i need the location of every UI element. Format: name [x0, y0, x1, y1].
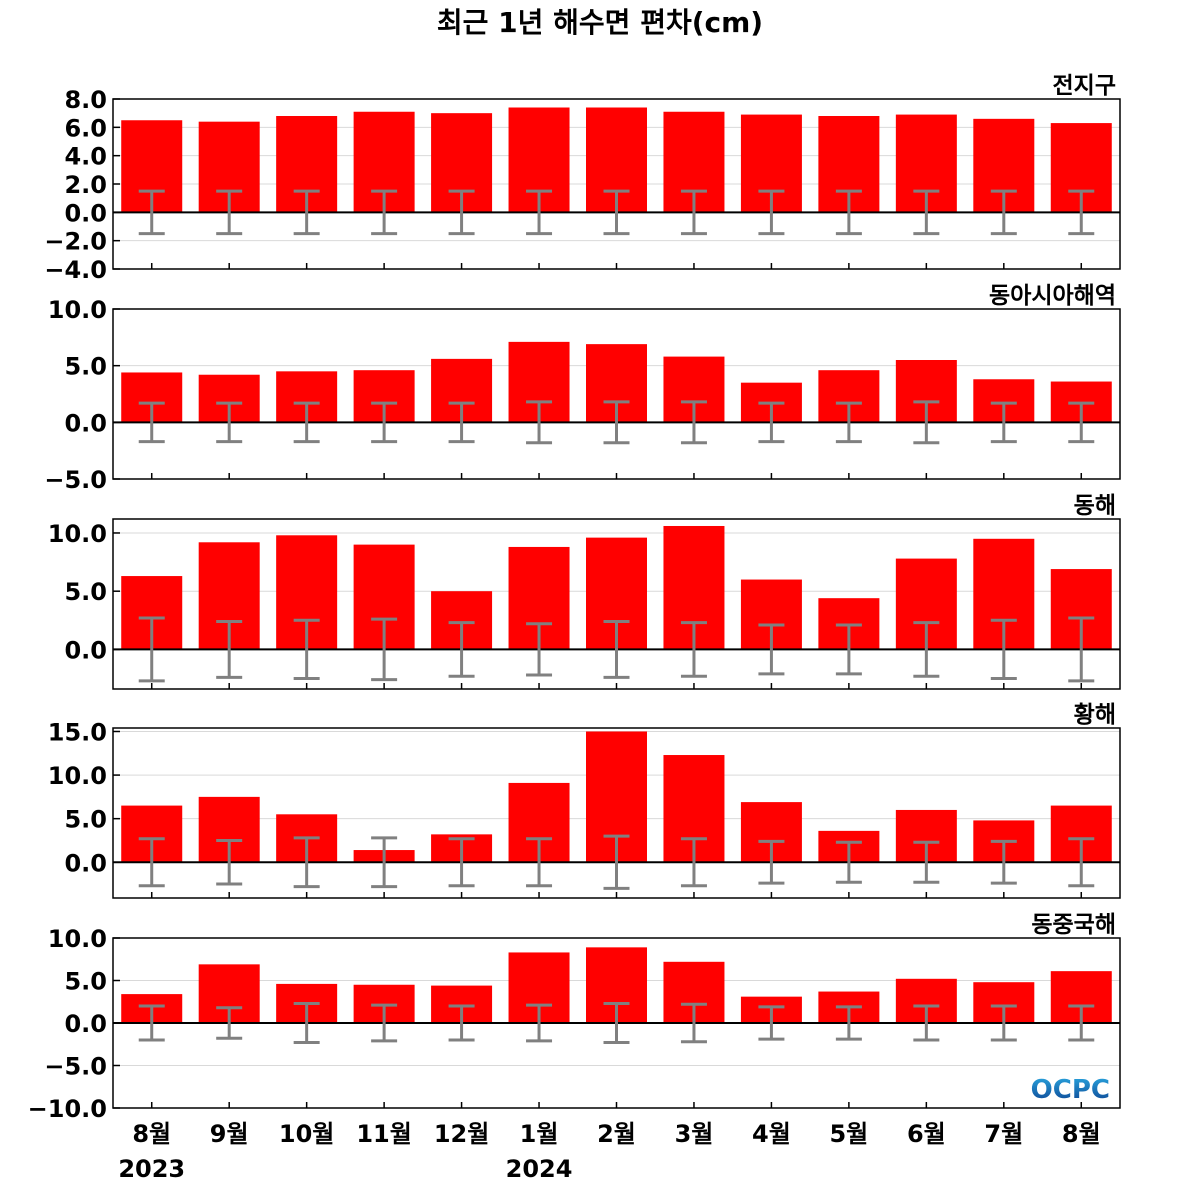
- year-label: 2023: [118, 1155, 185, 1183]
- y-tick-label: 0.0: [64, 1010, 107, 1038]
- x-tick-label: 7월: [984, 1120, 1023, 1148]
- chart-panels: −4.0−2.00.02.04.06.08.0 전지구−5.00.05.010.0…: [28, 73, 1121, 1123]
- year-label: 2024: [506, 1155, 573, 1183]
- logo-text: OCPC: [1031, 1075, 1110, 1105]
- y-tick-label: −5.0: [44, 466, 107, 494]
- panel-1: −4.0−2.00.02.04.06.08.0 전지구: [44, 73, 1121, 284]
- y-tick-label: 0.0: [64, 636, 107, 664]
- y-tick-label: 2.0: [64, 171, 107, 199]
- panel-title: 전지구: [1053, 73, 1116, 99]
- y-tick-label: 4.0: [64, 143, 107, 171]
- x-tick-label: 5월: [829, 1120, 868, 1148]
- panel-5: −10.0 −5.0 0.0 5.0 10.0 동중국해: [28, 912, 1121, 1123]
- figure-title: 최근 1년 해수면 편차(cm): [437, 6, 763, 39]
- panel-title: 동해: [1074, 493, 1116, 519]
- y-tick-label: 5.0: [64, 353, 107, 381]
- y-tick-label: 8.0: [64, 86, 107, 114]
- x-axis-labels: 8월 9월 10월 11월 12월 1월 2월 3월 4월 5월 6월 7월 8월 2023 2024: [118, 1120, 1100, 1183]
- y-tick-label: 5.0: [64, 806, 107, 834]
- y-tick-label: 0.0: [64, 849, 107, 877]
- panel-title: 동중국해: [1031, 912, 1116, 938]
- y-tick-label: −4.0: [44, 256, 107, 284]
- panel-3: 0.0 5.0 10.0 동해: [48, 493, 1121, 690]
- y-tick-label: 0.0: [64, 199, 107, 227]
- y-tick-label: 15.0: [48, 718, 107, 746]
- x-tick-label: 1월: [520, 1120, 559, 1148]
- x-tick-label: 8월: [1062, 1120, 1101, 1148]
- ocpc-logo: OCPC: [1031, 1075, 1110, 1105]
- y-tick-label: 5.0: [64, 968, 107, 996]
- y-tick-label: 6.0: [64, 114, 107, 142]
- y-tick-label: 0.0: [64, 409, 107, 437]
- x-tick-label: 11월: [356, 1120, 411, 1148]
- x-tick-label: 2월: [597, 1120, 636, 1148]
- x-tick-label: 9월: [210, 1120, 249, 1148]
- y-tick-label: 10.0: [48, 925, 107, 953]
- y-tick-label: −2.0: [44, 228, 107, 256]
- x-tick-label: 4월: [752, 1120, 791, 1148]
- x-tick-label: 3월: [675, 1120, 714, 1148]
- x-tick-label: 6월: [907, 1120, 946, 1148]
- panel-4: 0.0 5.0 10.0 15.0 황해: [48, 702, 1121, 899]
- x-tick-label: 10월: [279, 1120, 334, 1148]
- y-tick-label: 10.0: [48, 296, 107, 324]
- x-tick-label: 8월: [132, 1120, 171, 1148]
- x-tick-label: 12월: [434, 1120, 489, 1148]
- y-tick-label: 10.0: [48, 762, 107, 790]
- y-tick-label: 5.0: [64, 578, 107, 606]
- panel-title: 동아시아해역: [989, 283, 1116, 309]
- panel-title: 황해: [1074, 702, 1116, 728]
- y-tick-label: −10.0: [28, 1095, 107, 1123]
- y-tick-label: 10.0: [48, 520, 107, 548]
- panel-2: −5.0 0.0 5.0 10.0 동아시아해역: [44, 283, 1121, 494]
- y-tick-label: −5.0: [44, 1053, 107, 1081]
